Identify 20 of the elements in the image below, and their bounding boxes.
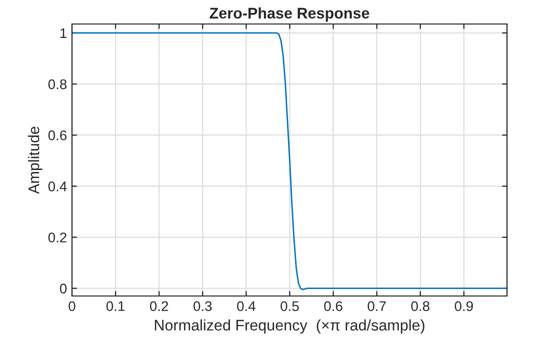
x-tick-label: 0.8	[411, 301, 430, 312]
x-tick-label: 0.2	[150, 301, 168, 312]
x-tick-label: 0	[68, 301, 76, 312]
y-tick-label: 0.4	[48, 182, 67, 192]
y-tick-label: 1	[60, 28, 66, 38]
x-axis-title: Normalized Frequency (×π rad/sample)	[154, 319, 424, 334]
y-tick-label: 0.8	[48, 79, 67, 90]
y-axis-title: Amplitude	[28, 126, 42, 194]
x-tick-label: 0.9	[454, 301, 473, 312]
x-tick-label: 0.1	[106, 301, 125, 312]
x-tick-label: 0.4	[237, 301, 256, 312]
y-tick-label: 0.6	[48, 130, 67, 140]
x-tick-label: 0.6	[324, 301, 342, 312]
x-tick-label: 0.7	[368, 301, 386, 312]
y-tick-label: 0	[60, 284, 67, 294]
chart-title: Zero-Phase Response	[210, 7, 370, 22]
y-tick-label: 0.2	[48, 232, 66, 242]
line-series	[72, 32, 507, 290]
x-tick-label: 0.3	[194, 301, 212, 312]
x-tick-label: 0.5	[280, 301, 299, 312]
